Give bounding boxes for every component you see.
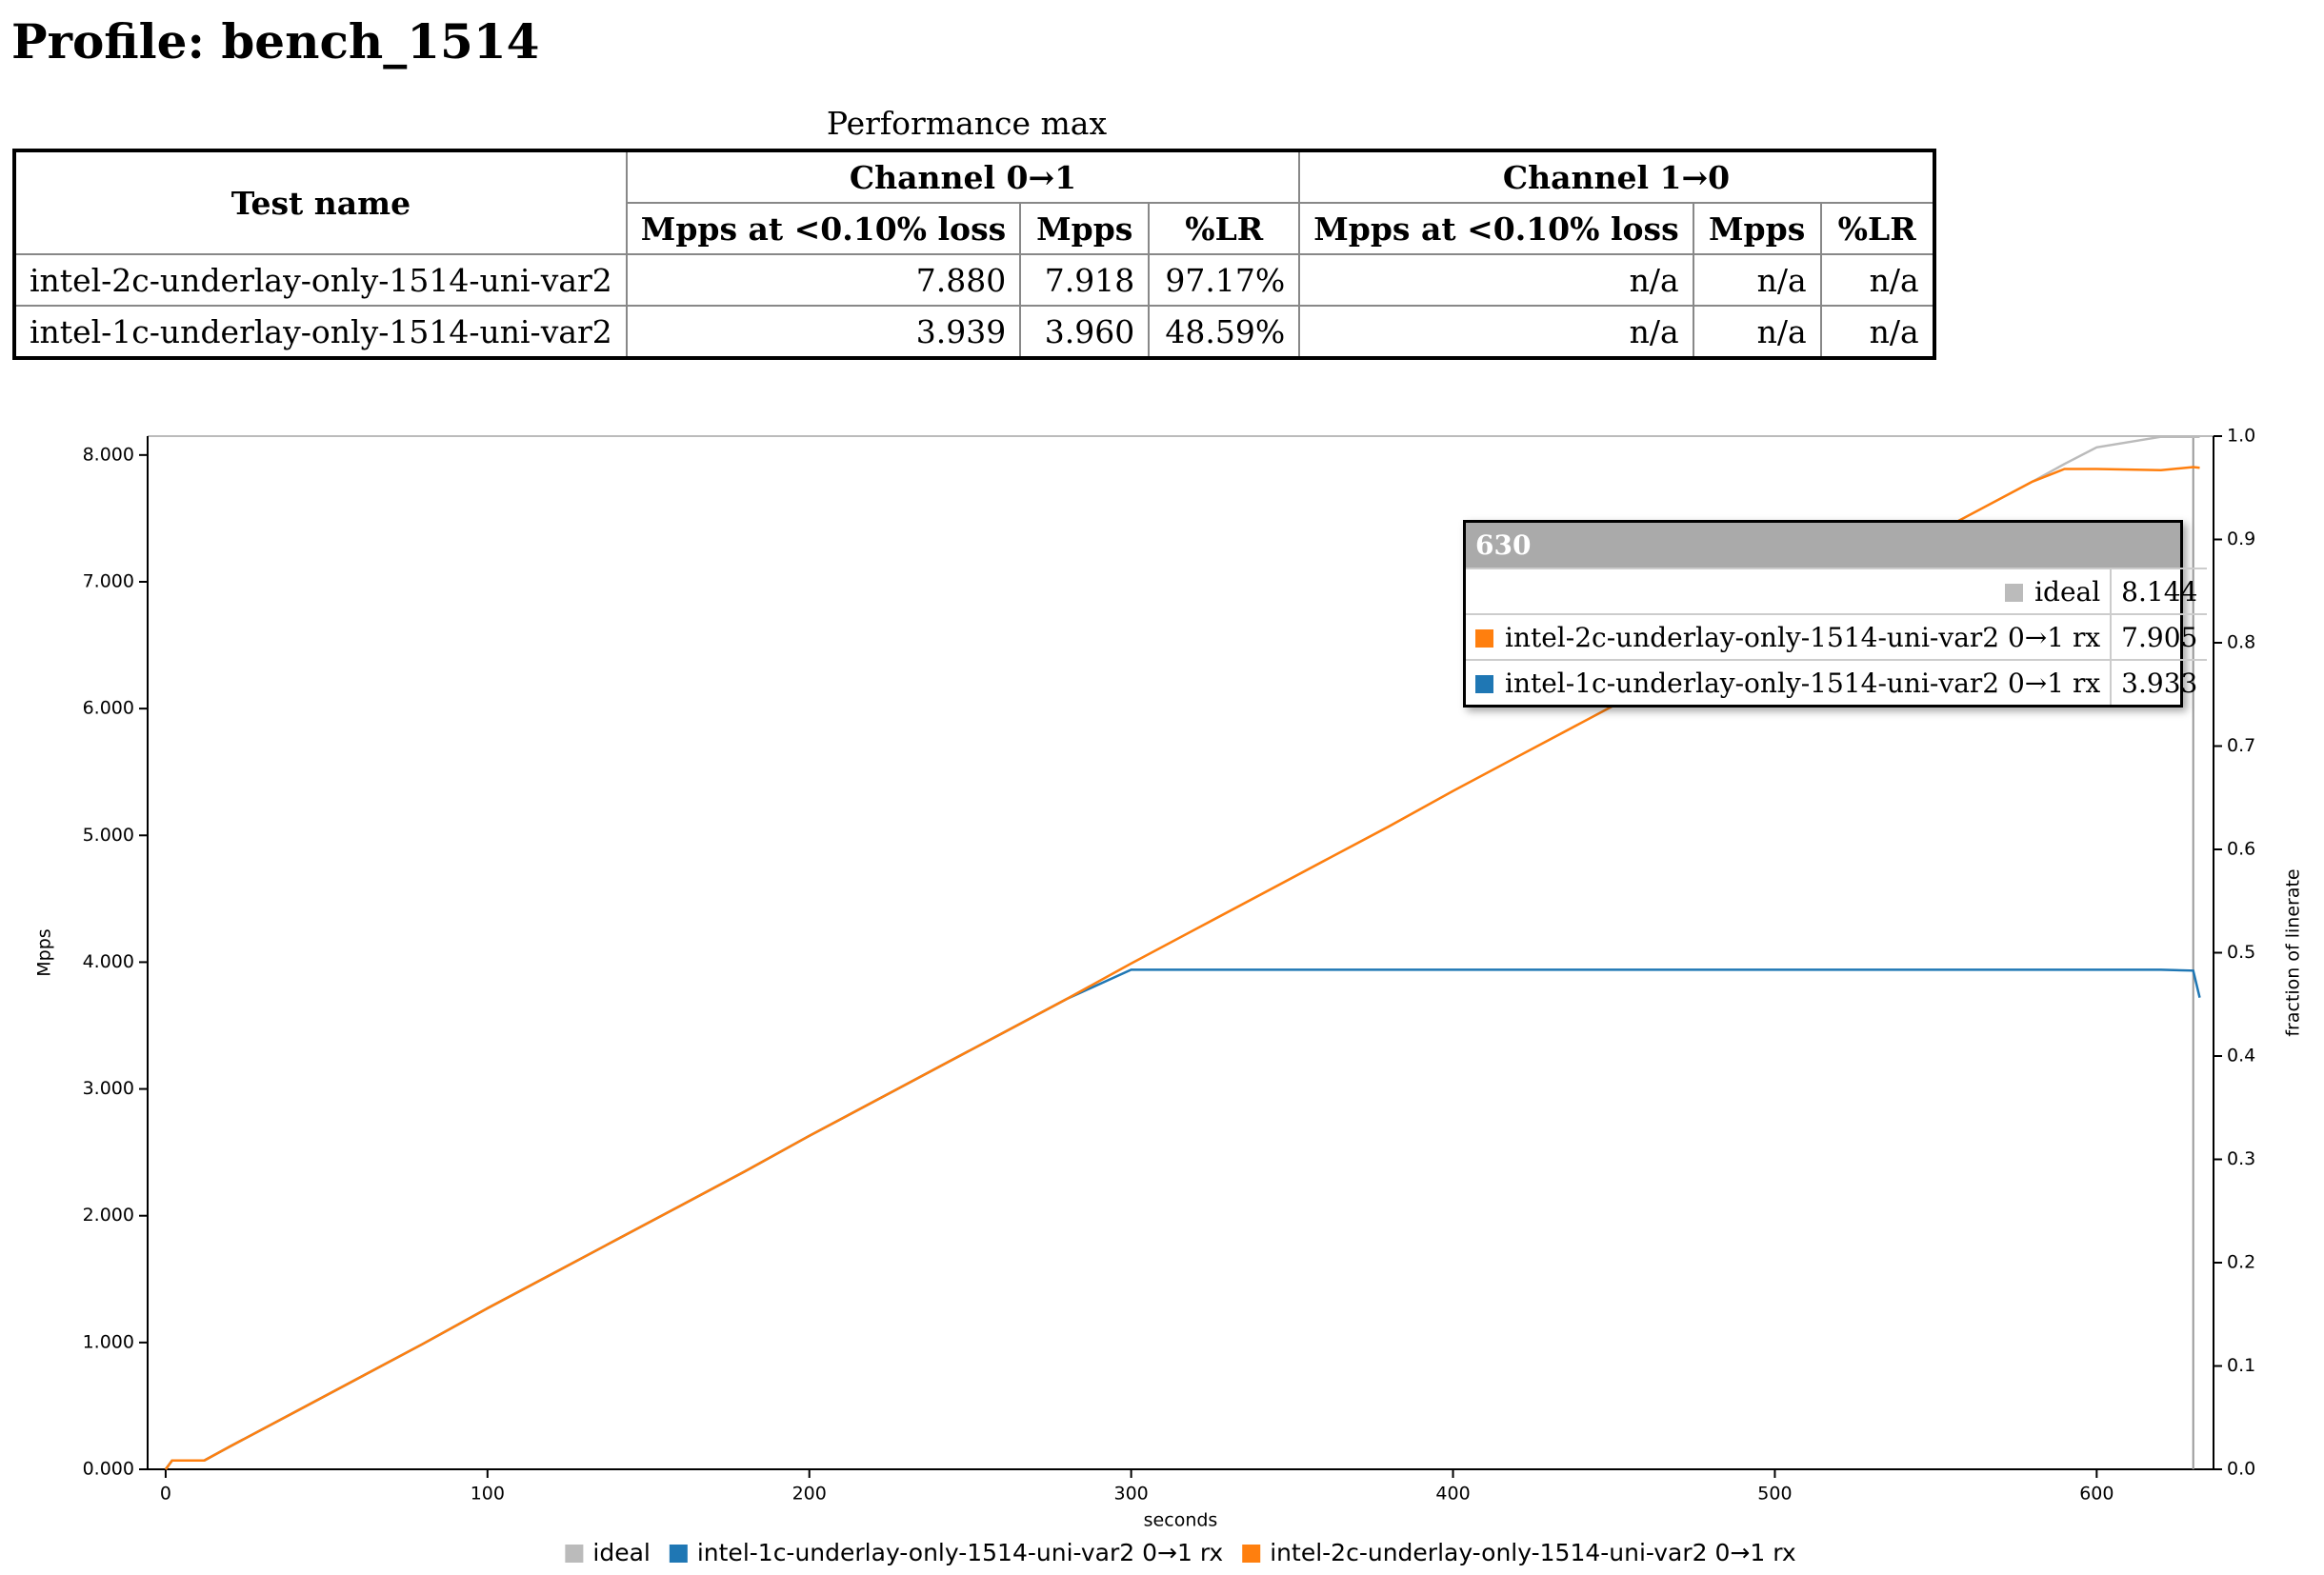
- legend-label: intel-1c-underlay-only-1514-uni-var2 0→1…: [697, 1539, 1223, 1566]
- tooltip: 630 ideal 8.144 intel-2c-underlay-only-151…: [1463, 520, 2208, 708]
- x-tick-label: 600: [2079, 1484, 2114, 1505]
- x-tick-label: 0: [160, 1484, 171, 1505]
- series-line: [164, 968, 2201, 1470]
- tooltip-row: intel-2c-underlay-only-1514-uni-var2 0→1…: [1466, 613, 2208, 660]
- y2-tick-label: 0.9: [2227, 528, 2255, 549]
- x-tick-label: 300: [1113, 1484, 1148, 1505]
- table-cell: 3.939: [625, 305, 1022, 359]
- x-tick-label: 500: [1757, 1484, 1792, 1505]
- x-tick-label: 400: [1435, 1484, 1470, 1505]
- tooltip-name-cell: intel-1c-underlay-only-1514-uni-var2 0→1…: [1466, 659, 2113, 705]
- table-cell: 3.960: [1019, 305, 1151, 359]
- page-title: Profile: bench_1514: [11, 13, 540, 70]
- tooltip-swatch: [1475, 674, 1493, 693]
- y-tick-label: 7.000: [83, 570, 134, 591]
- tooltip-value: 8.144: [2111, 568, 2208, 614]
- y2-axis-label: fraction of linerate: [2283, 868, 2304, 1036]
- y2-tick-label: 1.0: [2227, 426, 2255, 447]
- header-cell: Mpps: [1019, 202, 1151, 255]
- y-tick-label: 2.000: [83, 1205, 134, 1226]
- table-cell: 48.59%: [1148, 305, 1301, 359]
- y2-tick-label: 0.6: [2227, 839, 2255, 860]
- header-cell: Mpps at <0.10% loss: [1298, 202, 1694, 255]
- y2-tick-label: 0.4: [2227, 1046, 2255, 1067]
- y-tick-label: 6.000: [83, 698, 134, 719]
- y2-tick-label: 0.8: [2227, 632, 2255, 653]
- header-cell: Channel 0→1: [625, 150, 1301, 204]
- header-cell: Test name: [13, 150, 628, 255]
- table-row: intel-2c-underlay-only-1514-uni-var2 7.88…: [13, 253, 1935, 307]
- table-caption: Performance max: [826, 105, 1108, 142]
- table-cell: intel-2c-underlay-only-1514-uni-var2: [13, 253, 628, 307]
- tooltip-name-cell: intel-2c-underlay-only-1514-uni-var2 0→1…: [1466, 613, 2113, 660]
- x-tick-label: 200: [792, 1484, 827, 1505]
- tooltip-value: 7.905: [2111, 613, 2208, 660]
- tooltip-swatch: [1475, 628, 1493, 648]
- tooltip-name-cell: ideal: [1466, 568, 2113, 614]
- table-cell: 7.880: [625, 253, 1022, 307]
- table-cell: 97.17%: [1148, 253, 1301, 307]
- y-tick-label: 3.000: [83, 1078, 134, 1099]
- legend-swatch: [669, 1545, 688, 1563]
- tooltip-row: intel-1c-underlay-only-1514-uni-var2 0→1…: [1466, 659, 2208, 705]
- y-tick-label: 8.000: [83, 444, 134, 465]
- table-cell: n/a: [1298, 305, 1694, 359]
- tooltip-title: 630: [1466, 523, 2180, 568]
- legend-swatch: [565, 1545, 584, 1563]
- table-cell: n/a: [1819, 305, 1935, 359]
- tooltip-name: intel-2c-underlay-only-1514-uni-var2 0→1…: [1505, 621, 2101, 653]
- legend-label: intel-2c-underlay-only-1514-uni-var2 0→1…: [1270, 1539, 1795, 1566]
- x-axis-label: seconds: [1144, 1510, 1218, 1531]
- y2-tick-label: 0.3: [2227, 1148, 2255, 1169]
- legend-swatch: [1242, 1545, 1261, 1563]
- y2-tick-label: 0.7: [2227, 735, 2255, 756]
- y2-tick-label: 0.0: [2227, 1459, 2255, 1480]
- header-cell: Channel 1→0: [1298, 150, 1935, 204]
- table-row: intel-1c-underlay-only-1514-uni-var2 3.93…: [13, 305, 1935, 359]
- y2-tick-label: 0.1: [2227, 1355, 2255, 1376]
- y2-tick-label: 0.5: [2227, 942, 2255, 963]
- y-axis-label: Mpps: [34, 928, 55, 976]
- tooltip-table: ideal 8.144 intel-2c-underlay-only-1514-un…: [1466, 568, 2208, 705]
- x-tick-label: 100: [471, 1484, 505, 1505]
- table-cell: n/a: [1692, 305, 1822, 359]
- y2-tick-label: 0.2: [2227, 1252, 2255, 1273]
- y-tick-label: 1.000: [83, 1331, 134, 1352]
- table-cell: intel-1c-underlay-only-1514-uni-var2: [13, 305, 628, 359]
- tooltip-name: intel-1c-underlay-only-1514-uni-var2 0→1…: [1505, 667, 2101, 699]
- tooltip-swatch: [2005, 583, 2024, 602]
- table-cell: n/a: [1819, 253, 1935, 307]
- tooltip-value: 3.933: [2111, 659, 2208, 705]
- series-line: [164, 466, 2200, 1470]
- table-cell: n/a: [1692, 253, 1822, 307]
- legend-label: ideal: [592, 1539, 650, 1566]
- header-cell: %LR: [1148, 202, 1301, 255]
- header-cell: %LR: [1819, 202, 1935, 255]
- table-cell: 7.918: [1019, 253, 1151, 307]
- performance-table: Test name Channel 0→1 Channel 1→0 Mpps a…: [12, 149, 1936, 360]
- table-cell: n/a: [1298, 253, 1694, 307]
- header-cell: Mpps: [1692, 202, 1822, 255]
- y-tick-label: 5.000: [83, 825, 134, 846]
- y-tick-label: 4.000: [83, 951, 134, 972]
- tooltip-name: ideal: [2034, 575, 2101, 608]
- header-cell: Mpps at <0.10% loss: [625, 202, 1022, 255]
- y-tick-label: 0.000: [83, 1459, 134, 1480]
- tooltip-row: ideal 8.144: [1466, 568, 2208, 614]
